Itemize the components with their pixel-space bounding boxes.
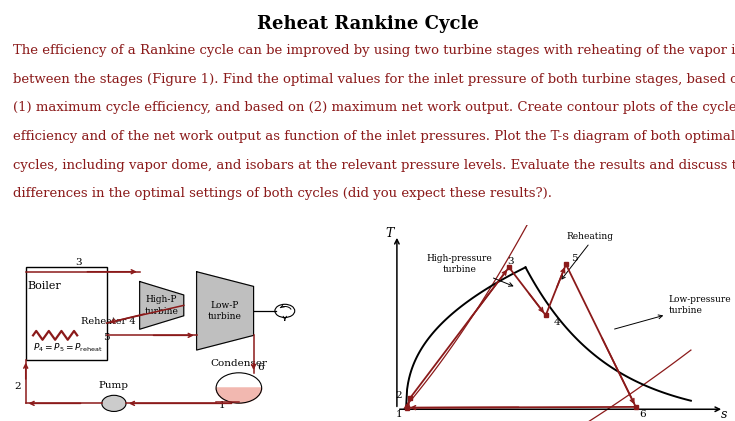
- Text: differences in the optimal settings of both cycles (did you expect these results: differences in the optimal settings of b…: [13, 187, 552, 200]
- Text: High-pressure
turbine: High-pressure turbine: [426, 254, 513, 286]
- Text: 6: 6: [257, 362, 265, 372]
- Text: 6: 6: [639, 410, 646, 419]
- Text: cycles, including vapor dome, and isobars at the relevant pressure levels. Evalu: cycles, including vapor dome, and isobar…: [13, 159, 735, 172]
- Text: 3: 3: [507, 257, 514, 266]
- Text: efficiency and of the net work output as function of the inlet pressures. Plot t: efficiency and of the net work output as…: [13, 130, 735, 143]
- Text: 5: 5: [103, 333, 110, 342]
- Text: High-P
turbine: High-P turbine: [145, 296, 179, 316]
- Text: Reheating: Reheating: [567, 232, 613, 241]
- Text: 4: 4: [553, 318, 560, 327]
- Text: Reheat Rankine Cycle: Reheat Rankine Cycle: [257, 15, 478, 33]
- Text: 1: 1: [218, 401, 225, 410]
- Circle shape: [101, 395, 126, 411]
- Text: 3: 3: [76, 258, 82, 267]
- Text: Pump: Pump: [99, 381, 129, 390]
- FancyBboxPatch shape: [26, 267, 107, 360]
- Text: $P_4 = P_5 = P_{\rm reheat}$: $P_4 = P_5 = P_{\rm reheat}$: [33, 341, 103, 354]
- Text: 1: 1: [395, 410, 403, 419]
- Text: Condenser: Condenser: [210, 359, 268, 368]
- Text: 2: 2: [395, 391, 402, 400]
- Text: T: T: [385, 226, 394, 240]
- Text: The efficiency of a Rankine cycle can be improved by using two turbine stages wi: The efficiency of a Rankine cycle can be…: [13, 44, 735, 57]
- Text: Boiler: Boiler: [27, 281, 61, 291]
- Text: 2: 2: [14, 382, 21, 391]
- Text: s: s: [721, 408, 727, 421]
- Text: Reheater 4: Reheater 4: [81, 317, 135, 326]
- Text: (1) maximum cycle efficiency, and based on (2) maximum net work output. Create c: (1) maximum cycle efficiency, and based …: [13, 101, 735, 115]
- Text: 5: 5: [570, 253, 578, 263]
- Text: Low-P
turbine: Low-P turbine: [208, 301, 242, 321]
- Text: Low-pressure
turbine: Low-pressure turbine: [614, 295, 731, 329]
- Polygon shape: [140, 282, 184, 329]
- Polygon shape: [197, 272, 254, 350]
- Polygon shape: [216, 388, 262, 403]
- Text: between the stages (Figure 1). Find the optimal values for the inlet pressure of: between the stages (Figure 1). Find the …: [13, 73, 735, 86]
